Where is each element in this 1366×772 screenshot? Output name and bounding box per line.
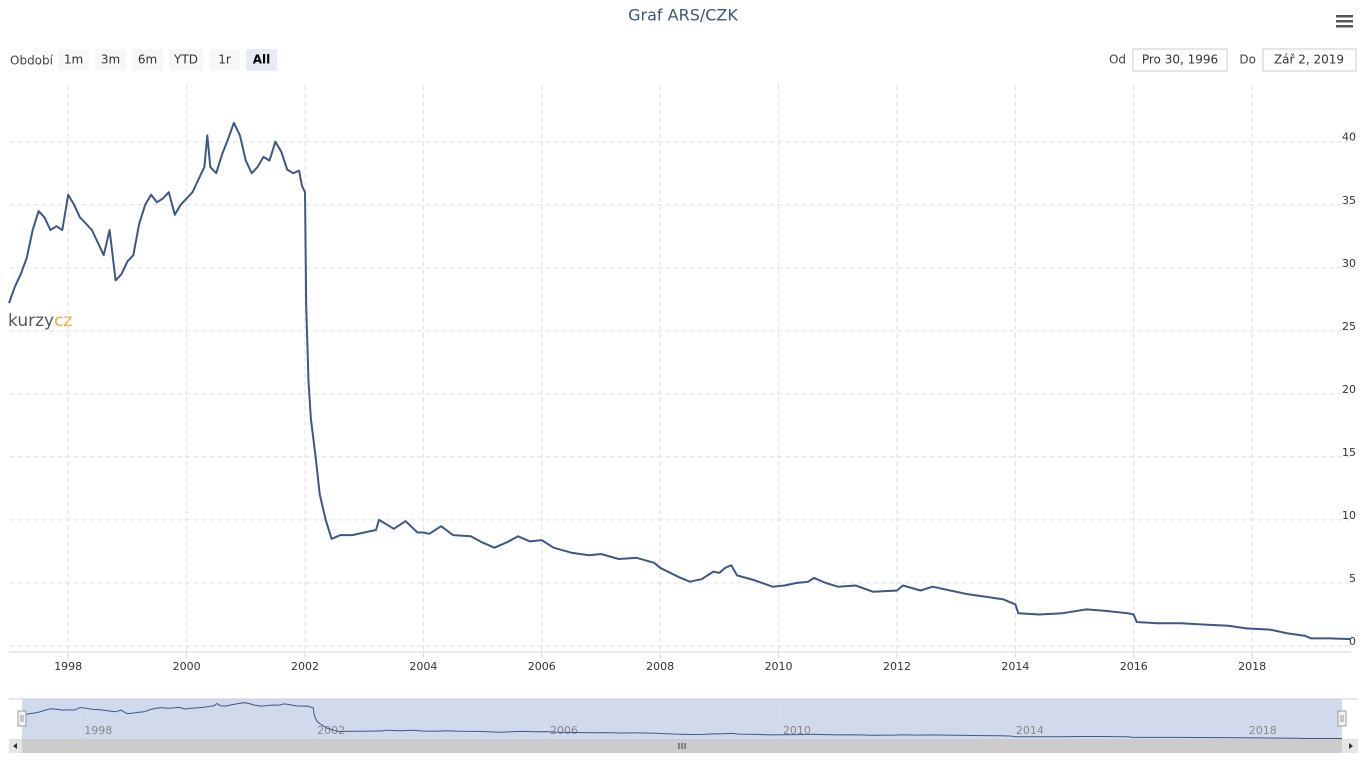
range-button[interactable] [209, 49, 240, 71]
x-tick-label: 2000 [173, 660, 201, 673]
x-tick-label: 2008 [646, 660, 674, 673]
y-tick-label: 30 [1342, 257, 1356, 270]
range-button-label[interactable]: 6m [138, 53, 157, 67]
range-button-label[interactable]: 1r [218, 53, 231, 67]
to-value[interactable]: Zář 2, 2019 [1274, 53, 1344, 67]
navigator-handle[interactable] [17, 710, 27, 727]
menu-bar [1336, 15, 1353, 18]
x-tick-label: 2004 [409, 660, 437, 673]
scrollbar-grip [678, 743, 686, 749]
range-label: Období [10, 54, 54, 68]
navigator-tick-label: 2014 [1016, 724, 1044, 737]
navigator-line [21, 702, 1342, 739]
to-input[interactable] [1262, 48, 1357, 72]
y-tick-label: 20 [1342, 383, 1356, 396]
from-label: Od [1109, 53, 1126, 67]
handle-grip [1340, 715, 1344, 722]
navigator-mask[interactable] [22, 699, 1342, 739]
y-tick-label: 40 [1342, 131, 1356, 144]
navigator-tick-label: 2018 [1249, 724, 1277, 737]
y-tick-label: 35 [1342, 194, 1356, 207]
to-label: Do [1239, 53, 1256, 67]
from-input[interactable] [1132, 48, 1228, 72]
y-tick-label: 5 [1349, 572, 1356, 585]
x-tick-label: 2014 [1001, 660, 1029, 673]
navigator-tick-label: 1998 [84, 724, 112, 737]
logo: kurzycz [8, 311, 72, 331]
series-line [8, 121, 1352, 641]
range-buttons: 1m 3m 6m YTD 1r All [58, 49, 277, 71]
menu-button[interactable] [1334, 13, 1354, 31]
navigator-tick-label: 2006 [550, 724, 578, 737]
navigator-tick-label: 2010 [783, 724, 811, 737]
y-tick-label: 15 [1342, 446, 1356, 459]
logo-part: cz [54, 311, 72, 331]
x-tick-label: 2012 [883, 660, 911, 673]
x-tick-label: 1998 [54, 660, 82, 673]
from-value[interactable]: Pro 30, 1996 [1142, 53, 1218, 67]
y-tick-label: 25 [1342, 320, 1356, 333]
logo-part: kurzy [8, 311, 54, 331]
handle-grip [20, 715, 24, 722]
range-button[interactable] [169, 49, 203, 71]
x-tick-label: 2018 [1238, 660, 1266, 673]
range-button[interactable] [132, 49, 163, 71]
chart-title: Graf ARS/CZK [628, 6, 738, 25]
navigator-tick-label: 2002 [317, 724, 345, 737]
range-button-label[interactable]: All [253, 53, 271, 67]
menu-bar [1336, 25, 1353, 28]
range-button[interactable] [58, 49, 89, 71]
x-tick-label: 2006 [528, 660, 556, 673]
range-button-label[interactable]: 3m [101, 53, 120, 67]
menu-bar [1336, 20, 1353, 23]
range-button-label[interactable]: YTD [173, 53, 198, 67]
navigator-handle[interactable] [1337, 710, 1347, 727]
x-tick-label: 2010 [765, 660, 793, 673]
y-tick-label: 10 [1342, 509, 1356, 522]
range-button[interactable] [95, 49, 126, 71]
range-button-label[interactable]: 1m [64, 53, 83, 67]
x-tick-label: 2002 [291, 660, 319, 673]
y-tick-label: 0 [1349, 635, 1356, 648]
x-tick-label: 2016 [1120, 660, 1148, 673]
plot [9, 85, 1351, 652]
range-button[interactable] [246, 49, 277, 71]
